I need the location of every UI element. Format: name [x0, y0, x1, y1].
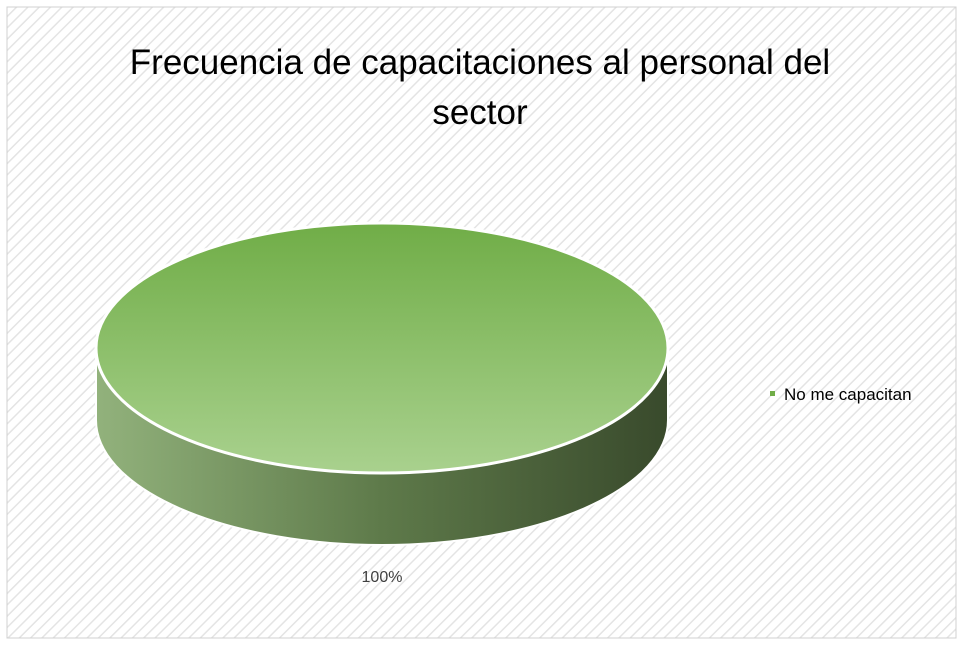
data-label: 100%	[362, 569, 403, 586]
pie-slice	[94, 221, 670, 475]
legend-swatch	[770, 391, 775, 396]
legend-label: No me capacitan	[784, 385, 912, 404]
plot-area: 100% No me capacitan	[94, 221, 912, 586]
chart-title: Frecuencia de capacitaciones al personal…	[129, 43, 831, 132]
